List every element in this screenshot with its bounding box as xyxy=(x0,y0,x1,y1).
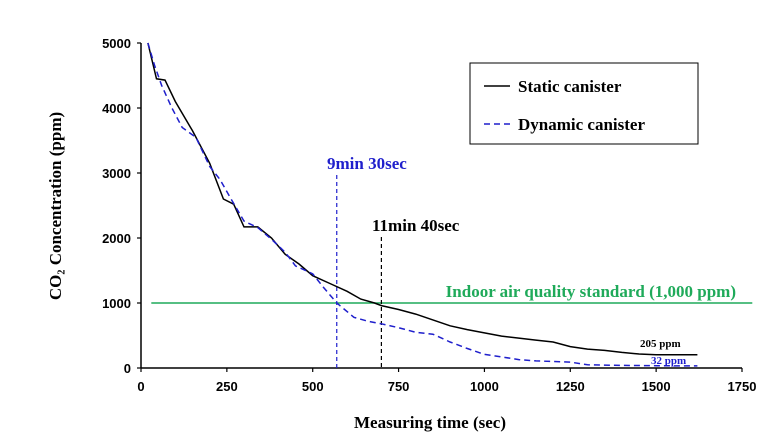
legend-box xyxy=(469,62,699,145)
y-tick-label: 1000 xyxy=(102,296,131,311)
series-static-canister xyxy=(147,42,698,356)
x-tick-label: 1750 xyxy=(728,379,757,394)
y-tick-label: 2000 xyxy=(102,231,131,246)
y-axis-ticks: 0 1000 2000 3000 4000 5000 xyxy=(102,36,141,376)
end-label-dynamic: 32 ppm xyxy=(651,355,686,367)
legend-label-static: Static canister xyxy=(518,77,622,96)
y-axis-label: CO₂ Concentration (ppm) xyxy=(46,112,65,300)
x-axis-ticks: 0 250 500 750 1000 1250 1500 1750 xyxy=(137,368,756,394)
x-tick-label: 250 xyxy=(216,379,238,394)
legend-label-dynamic: Dynamic canister xyxy=(518,115,645,134)
x-tick-label: 1250 xyxy=(556,379,585,394)
x-tick-label: 500 xyxy=(302,379,324,394)
legend: Static canister Dynamic canister xyxy=(469,62,699,145)
y-tick-label: 0 xyxy=(124,361,131,376)
air-quality-standard-label: Indoor air quality standard (1,000 ppm) xyxy=(446,282,736,301)
x-tick-label: 1000 xyxy=(470,379,499,394)
y-tick-label: 4000 xyxy=(102,101,131,116)
y-tick-label: 5000 xyxy=(102,36,131,51)
marker-label-11min-40sec: 11min 40sec xyxy=(372,216,460,235)
x-tick-label: 750 xyxy=(388,379,410,394)
x-tick-label: 0 xyxy=(137,379,144,394)
end-label-static: 205 ppm xyxy=(640,338,681,350)
x-axis-label: Measuring time (sec) xyxy=(354,413,506,432)
marker-label-9min-30sec: 9min 30sec xyxy=(327,154,407,173)
y-tick-label: 3000 xyxy=(102,166,131,181)
x-tick-label: 1500 xyxy=(642,379,671,394)
series-dynamic-canister xyxy=(147,42,698,367)
